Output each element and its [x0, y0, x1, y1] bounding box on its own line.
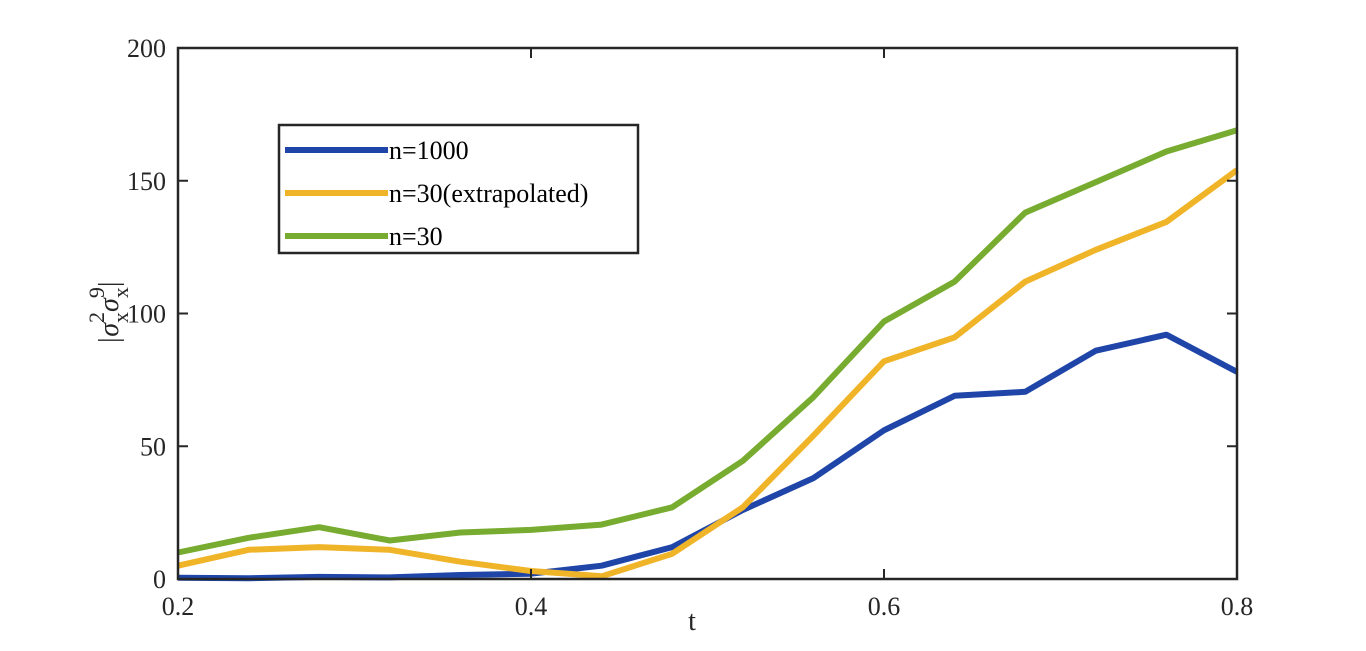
y-label-sub-2: x — [108, 287, 133, 298]
legend-label-2: n=30(extrapolated) — [389, 179, 588, 208]
tick-layer: 0.2 0.4 0.6 0.8 0 50 100 150 200 — [127, 34, 1253, 621]
y-label-sup-2: 9 — [84, 287, 109, 298]
y-label-sigma-2: σ — [94, 297, 125, 312]
y-tick-label: 0 — [153, 565, 166, 594]
y-tick-label: 200 — [127, 34, 166, 63]
y-label-sub-1: x — [108, 312, 133, 323]
series-line-3 — [177, 127, 1238, 556]
x-tick-label: 0.8 — [1221, 592, 1254, 621]
legend-label-1: n=1000 — [389, 136, 469, 165]
legend-label-3: n=30 — [389, 222, 443, 251]
y-tick-label: 100 — [127, 300, 166, 329]
x-axis-label: t — [688, 606, 696, 637]
y-axis-label: |σx2σx9| — [84, 282, 133, 345]
y-label-sup-1: 2 — [84, 312, 109, 323]
svg-text:|σx2σx9|: |σx2σx9| — [84, 282, 133, 345]
legend-box — [277, 123, 640, 255]
legend: n=1000 n=30(extrapolated) n=30 — [277, 123, 640, 255]
y-label-bar-sigma: |σ — [94, 322, 125, 345]
x-tick-label: 0.2 — [162, 592, 195, 621]
y-tick-label: 50 — [140, 432, 166, 461]
x-tick-label: 0.4 — [515, 592, 548, 621]
y-label-close-bar: | — [94, 282, 125, 288]
x-tick-label: 0.6 — [868, 592, 901, 621]
series-layer — [177, 127, 1239, 582]
y-tick-label: 150 — [127, 167, 166, 196]
series-line-2 — [177, 167, 1239, 580]
